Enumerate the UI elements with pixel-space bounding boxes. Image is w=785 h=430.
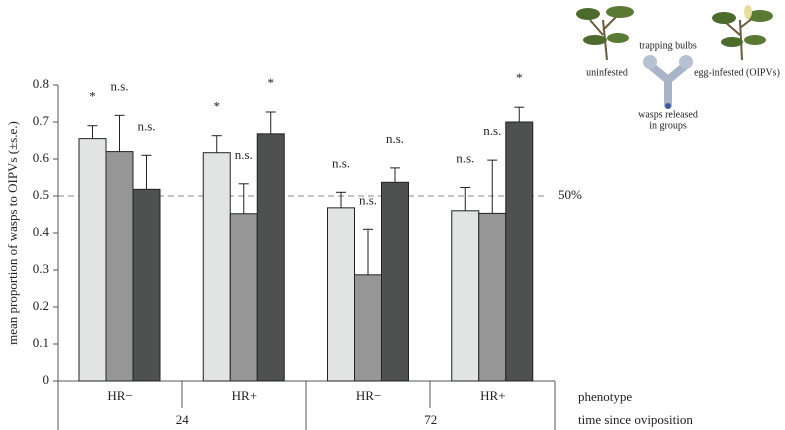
egg (744, 5, 752, 19)
significance-label: n.s. (110, 78, 128, 93)
y-tick-label: 0.8 (33, 76, 49, 91)
row-label: phenotype (578, 389, 632, 404)
x-tick-label: HR− (107, 388, 132, 403)
bar (451, 210, 480, 382)
y-tick-label: 0.1 (33, 335, 49, 350)
significance-label: n.s. (386, 131, 404, 146)
trapping-bulb (643, 55, 657, 69)
trapping-bulb (679, 55, 693, 69)
significance-label: * (268, 75, 275, 90)
bar (478, 212, 507, 382)
bar (505, 121, 534, 382)
y-tick-label: 0.7 (33, 113, 50, 128)
x-tick-label: HR− (356, 388, 381, 403)
significance-label: n.s. (332, 155, 350, 170)
leaf (607, 33, 629, 43)
group-label: 72 (424, 412, 437, 427)
bar (132, 188, 161, 382)
leaf (721, 37, 743, 47)
y-axis-label: mean proportion of wasps to OIPVs (±s.e.… (5, 121, 20, 345)
reference-label: 50% (558, 187, 582, 202)
y-tick-label: 0.2 (33, 298, 49, 313)
inset-label: egg-infested (OIPVs) (694, 67, 780, 78)
significance-label: n.s. (137, 118, 155, 133)
significance-label: n.s. (235, 147, 253, 162)
leaf (744, 35, 766, 45)
y-tick-label: 0.6 (33, 150, 50, 165)
bar (327, 207, 355, 382)
group-label: 24 (176, 412, 190, 427)
leaf (747, 10, 773, 22)
significance-label: * (516, 70, 523, 85)
release-point (665, 103, 671, 109)
y-tick-label: 0.5 (33, 187, 49, 202)
leaf (606, 6, 634, 18)
significance-label: n.s. (483, 123, 501, 138)
x-tick-label: HR+ (480, 388, 505, 403)
bar (202, 152, 231, 382)
inset-label: wasps released (638, 109, 698, 120)
bar (256, 133, 285, 382)
leaf (583, 35, 607, 45)
leaf (576, 8, 600, 20)
significance-label: n.s. (456, 150, 474, 165)
bar (105, 151, 134, 382)
inset-label: trapping bulbs (639, 40, 697, 51)
bar (354, 274, 382, 382)
bar (78, 138, 107, 382)
y-tick-label: 0 (43, 372, 50, 387)
y-tick-label: 0.4 (33, 224, 50, 239)
bar (229, 213, 258, 382)
bar (381, 181, 409, 382)
significance-label: * (214, 99, 221, 114)
significance-label: n.s. (359, 192, 377, 207)
row-label: time since oviposition (578, 412, 693, 427)
y-tick-label: 0.3 (33, 261, 49, 276)
inset-label: uninfested (586, 67, 628, 78)
leaf (712, 12, 736, 24)
y-tube (646, 61, 690, 109)
significance-label: * (89, 89, 96, 104)
inset-label: in groups (649, 120, 687, 131)
x-tick-label: HR+ (232, 388, 257, 403)
inset: uninfested trapping bulbs egg-infested (… (576, 5, 780, 131)
